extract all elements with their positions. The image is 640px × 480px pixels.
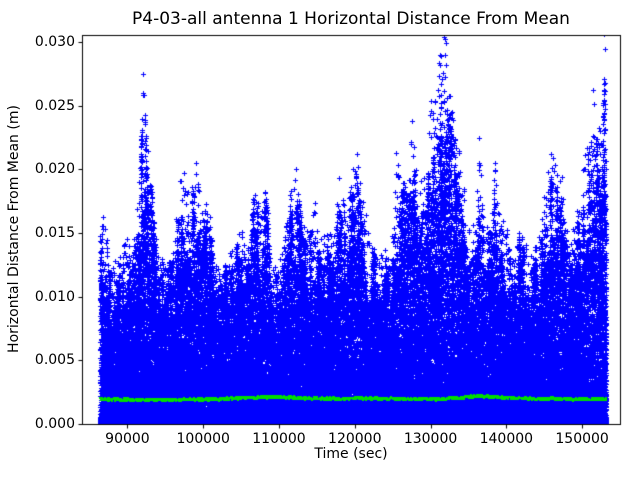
- x-tick-label: 120000: [328, 431, 382, 447]
- x-tick-label: 110000: [252, 431, 306, 447]
- x-tick-label: 140000: [479, 431, 534, 447]
- x-axis-label: Time (sec): [314, 446, 388, 462]
- y-tick-label: 0.015: [34, 225, 75, 241]
- x-tick-label: 130000: [403, 431, 458, 447]
- x-tick-label: 90000: [105, 431, 150, 447]
- y-tick-label: 0.030: [34, 34, 75, 50]
- x-tick-label: 100000: [176, 431, 230, 447]
- y-tick-label: 0.025: [34, 97, 75, 114]
- y-axis-label: Horizontal Distance From Mean (m): [6, 105, 22, 353]
- y-tick-label: 0.000: [34, 416, 75, 432]
- y-tick-label: 0.020: [34, 161, 75, 178]
- y-tick-label: 0.005: [34, 352, 75, 369]
- y-tick-label: 0.010: [34, 288, 75, 305]
- chart-title: P4-03-all antenna 1 Horizontal Distance …: [132, 9, 570, 29]
- x-tick-label: 150000: [555, 431, 609, 447]
